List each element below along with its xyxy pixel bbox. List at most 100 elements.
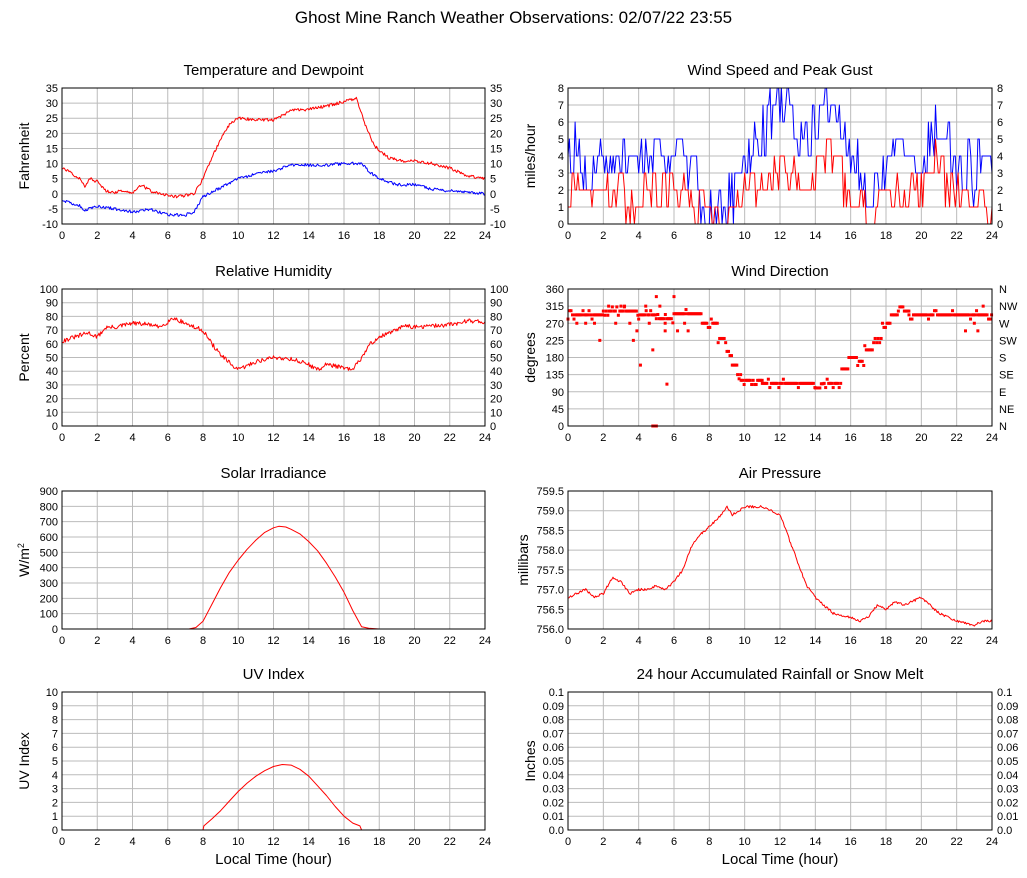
wind-direction-point [643, 313, 647, 317]
wind-direction-point [910, 317, 914, 321]
x-tick-label: 12 [774, 836, 786, 848]
wind-direction-point [681, 312, 685, 316]
wind-direction-point [635, 329, 639, 333]
y-tick-label: 5 [52, 174, 58, 186]
x-tick-label: 8 [706, 635, 712, 647]
x-tick-label: 6 [671, 230, 677, 242]
wind-direction-point [690, 312, 694, 316]
wind-direction-point [824, 386, 828, 390]
x-tick-label: 2 [600, 230, 606, 242]
wind-direction-point [966, 313, 970, 317]
x-tick-label: 18 [880, 230, 892, 242]
y-tick-label-right: 5 [997, 134, 1003, 146]
y-tick-label: 100 [40, 609, 58, 621]
wind-direction-point [834, 381, 838, 385]
y-tick-label: 9 [52, 701, 58, 713]
wind-direction-point [671, 321, 675, 325]
wind-direction-point [964, 313, 968, 317]
y-tick-label: 270 [546, 318, 564, 330]
wind-direction-point [754, 383, 758, 387]
x-tick-label: 12 [267, 836, 279, 848]
x-tick-label: 24 [479, 432, 491, 444]
y-tick-label: 400 [40, 563, 58, 575]
x-tick-label: 8 [200, 432, 206, 444]
wind-direction-point [595, 313, 599, 317]
wind-direction-point [771, 381, 775, 385]
chart-title: Solar Irradiance [221, 465, 327, 482]
wind-direction-point [932, 309, 936, 313]
wind-direction-point [739, 378, 743, 382]
wind-direction-point [578, 313, 582, 317]
y-tick-label: 600 [40, 532, 58, 544]
y-tick-label: 3 [52, 784, 58, 796]
wind-direction-point [699, 312, 703, 316]
x-tick-label: 20 [915, 432, 927, 444]
wind-direction-point [774, 381, 778, 385]
y-tick-label: 757.0 [536, 585, 564, 597]
y-tick-label-right: 35 [490, 83, 502, 95]
wind-direction-point [625, 309, 629, 313]
series-line [568, 138, 993, 225]
y-tick-label: 90 [46, 298, 58, 310]
x-tick-label: 6 [165, 432, 171, 444]
wind-direction-point [951, 309, 955, 313]
wind-direction-point [574, 313, 578, 317]
y-tick-label: 300 [40, 578, 58, 590]
x-tick-label: 24 [986, 230, 998, 242]
wind-direction-point [907, 309, 911, 313]
y-tick-label-right: 60 [490, 339, 502, 351]
x-tick-label: 4 [129, 836, 135, 848]
wind-direction-point [772, 381, 776, 385]
wind-direction-point [793, 381, 797, 385]
wind-direction-point [987, 317, 991, 321]
wind-direction-point [940, 313, 944, 317]
wind-direction-point [807, 381, 811, 385]
y-tick-label-right: 0.0 [997, 825, 1012, 837]
wind-direction-point [660, 317, 664, 321]
wind-direction-point [928, 313, 932, 317]
wind-direction-point [702, 321, 706, 325]
y-tick-label-right: 1 [997, 202, 1003, 214]
compass-tick-label: W [999, 318, 1010, 330]
wind-direction-point [614, 321, 618, 325]
wind-direction-point [616, 313, 620, 317]
y-tick-label: 100 [40, 284, 58, 296]
wind-direction-point [584, 313, 588, 317]
y-tick-label: 40 [46, 366, 58, 378]
wind-direction-point [819, 382, 823, 386]
wind-direction-point [581, 309, 585, 313]
wind-direction-point [984, 313, 988, 317]
y-tick-label: 0 [558, 421, 564, 433]
wind-direction-point [895, 313, 899, 317]
y-axis-label: millibars [515, 534, 531, 585]
wind-direction-point [672, 295, 676, 299]
wind-direction-point [883, 325, 887, 329]
y-tick-label: 758.5 [536, 525, 564, 537]
y-tick-label-right: 0.07 [997, 728, 1018, 740]
x-tick-label: 10 [232, 635, 244, 647]
wind-direction-point [587, 309, 591, 313]
wind-direction-point [815, 386, 819, 390]
x-tick-label: 22 [444, 635, 456, 647]
y-axis-label: degrees [522, 332, 538, 383]
y-tick-label-right: 0 [997, 219, 1003, 231]
wind-direction-point [601, 313, 605, 317]
wind-direction-point [596, 313, 600, 317]
y-tick-label: 7 [558, 100, 564, 112]
wind-direction-point [916, 313, 920, 317]
wind-direction-point [853, 356, 857, 359]
wind-direction-point [981, 304, 985, 308]
x-tick-label: 18 [373, 230, 385, 242]
wind-direction-point [841, 367, 845, 371]
wind-direction-point [850, 356, 854, 359]
wind-direction-point [837, 386, 841, 390]
wind-direction-point [981, 313, 985, 317]
x-tick-label: 10 [739, 635, 751, 647]
y-tick-label-right: 30 [490, 98, 502, 110]
wind-direction-point [867, 348, 871, 352]
wind-direction-point [934, 309, 938, 313]
y-tick-label-right: 0.05 [997, 756, 1018, 768]
x-tick-label: 6 [671, 432, 677, 444]
wind-direction-point [668, 317, 672, 321]
